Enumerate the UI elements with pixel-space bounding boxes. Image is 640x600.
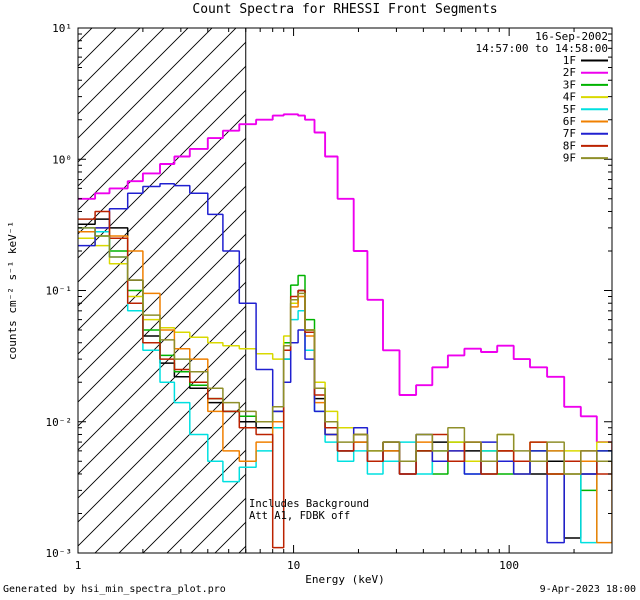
legend-label-1F: 1F: [563, 54, 576, 67]
legend-label-2F: 2F: [563, 66, 576, 79]
legend-label-3F: 3F: [563, 78, 576, 91]
y-tick-label: 10¹: [52, 22, 72, 35]
y-tick-label: 10⁻¹: [46, 285, 73, 298]
legend-label-8F: 8F: [563, 139, 576, 152]
x-tick-label: 10: [287, 559, 300, 572]
annotation-line: Includes Background: [249, 498, 369, 510]
series-line-7F: [78, 183, 612, 544]
generator-credit: Generated by hsi_min_spectra_plot.pro: [3, 584, 226, 595]
x-axis-title: Energy (keV): [305, 573, 384, 586]
hatched-low-energy-region: [78, 28, 247, 553]
series-line-2F: [78, 113, 612, 451]
legend-label-7F: 7F: [563, 127, 576, 140]
legend-label-9F: 9F: [563, 152, 576, 165]
series-line-9F: [78, 227, 612, 475]
hatch-fill: [78, 28, 246, 553]
y-tick-label: 10⁰: [52, 153, 72, 166]
y-tick-label: 10⁻²: [46, 416, 73, 429]
legend-label-5F: 5F: [563, 103, 576, 116]
legend-label-4F: 4F: [563, 91, 576, 104]
axis-labels: 1 10 100 10⁻³ 10⁻² 10⁻¹ 10⁰ 10¹ Energy (keV) coun…: [6, 22, 519, 586]
annotation-line: Att A1, FDBK off: [249, 510, 350, 522]
y-axis-title: counts cm⁻² s⁻¹ keV⁻¹: [6, 221, 19, 360]
legend-date: 16-Sep-2002: [535, 30, 608, 43]
axes-frame: [77, 27, 613, 554]
series-line-8F: [78, 210, 612, 549]
render-timestamp: 9-Apr-2023 18:00: [539, 584, 636, 595]
chart-title: Count Spectra for RHESSI Front Segments: [192, 2, 498, 17]
legend-label-6F: 6F: [563, 115, 576, 128]
x-tick-label: 1: [75, 559, 82, 572]
legend-time-range: 14:57:00 to 14:58:00: [476, 42, 608, 55]
x-tick-label: 100: [499, 559, 519, 572]
spectra-series: [78, 113, 612, 549]
y-tick-label: 10⁻³: [46, 547, 73, 560]
